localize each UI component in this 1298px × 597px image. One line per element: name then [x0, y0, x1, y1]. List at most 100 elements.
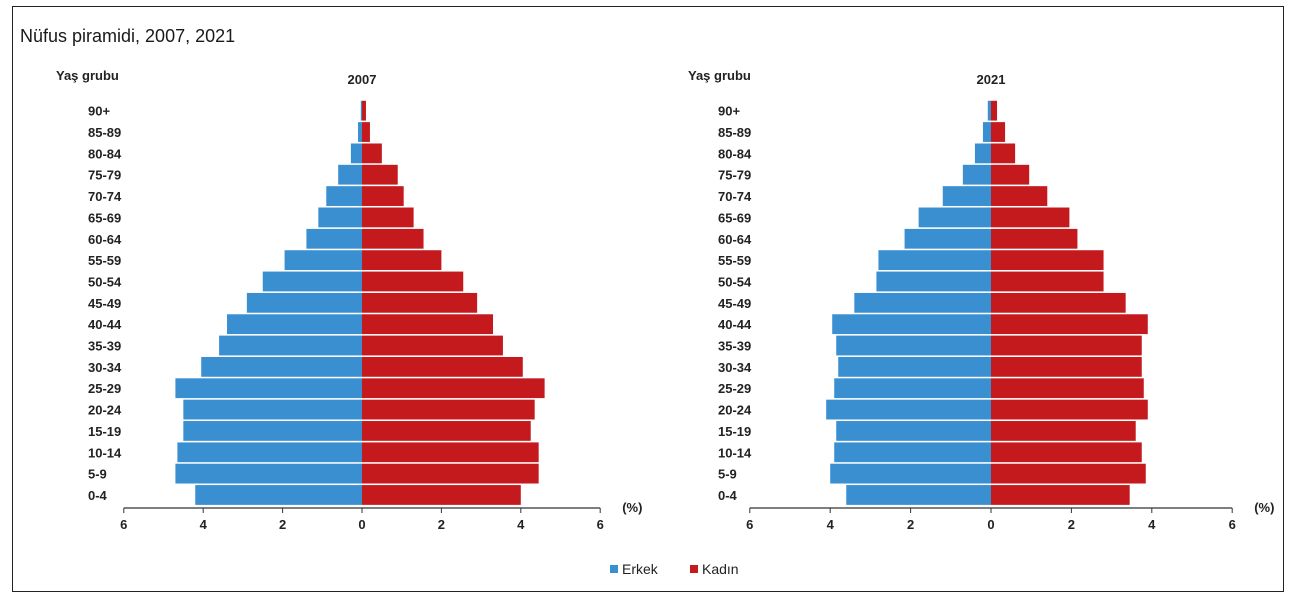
bar-male	[942, 186, 991, 206]
age-group-label: 40-44	[718, 317, 752, 332]
bar-male	[175, 463, 362, 484]
y-axis-label: Yaş grubu	[688, 68, 751, 83]
age-group-label: 25-29	[88, 381, 121, 396]
bar-female	[362, 250, 442, 271]
bar-female	[362, 186, 404, 206]
x-axis-unit: (%)	[1254, 500, 1274, 515]
legend: Erkek Kadın	[610, 561, 739, 577]
bar-male	[227, 314, 362, 335]
bar-female	[362, 378, 545, 399]
age-group-label: 55-59	[718, 253, 751, 268]
bar-male	[854, 292, 991, 313]
bar-male	[846, 485, 991, 505]
pyramid-2021: Yaş grubu 2021 0-4 5-9 10-14 15-19 20-24 25-29 3…	[688, 68, 1274, 532]
x-tick-label: 0	[358, 517, 365, 532]
bar-female	[991, 356, 1142, 377]
age-group-label: 10-14	[718, 445, 752, 460]
panel-subtitle: 2007	[348, 72, 377, 87]
bar-female	[991, 378, 1144, 399]
age-group-label: 15-19	[88, 424, 121, 439]
age-group-label: 85-89	[88, 125, 121, 140]
bar-male	[338, 164, 362, 185]
age-group-label: 70-74	[718, 189, 752, 204]
bar-male	[183, 399, 362, 420]
age-group-label: 0-4	[718, 488, 738, 503]
age-group-label: 5-9	[88, 467, 107, 482]
x-tick-label: 2	[1068, 517, 1075, 532]
bar-female	[362, 314, 494, 335]
bar-male	[982, 122, 991, 142]
bar-male	[183, 421, 362, 441]
bar-male	[284, 250, 362, 271]
age-group-label: 80-84	[718, 146, 752, 161]
bar-female	[991, 399, 1148, 420]
age-group-label: 30-34	[718, 360, 752, 375]
bar-female	[362, 100, 366, 121]
age-group-label: 20-24	[88, 403, 122, 418]
bar-male	[826, 399, 991, 420]
bar-female	[362, 399, 535, 420]
bar-female	[991, 421, 1136, 441]
bar-female	[991, 143, 1016, 164]
legend-erkek-swatch	[610, 565, 618, 573]
bar-female	[991, 228, 1078, 249]
age-group-label: 45-49	[718, 296, 751, 311]
panel-subtitle: 2021	[977, 72, 1006, 87]
bar-male	[306, 228, 362, 249]
x-tick-label: 2	[907, 517, 914, 532]
x-tick-label: 4	[200, 517, 208, 532]
bar-male	[834, 378, 991, 399]
bar-male	[836, 335, 991, 356]
age-group-label: 15-19	[718, 424, 751, 439]
pyramid-2007: Yaş grubu 2007 0-4 5-9 10-14 15-19 20-24 25-29 3…	[56, 68, 642, 532]
legend-erkek-label: Erkek	[622, 561, 659, 577]
bar-male	[974, 143, 991, 164]
bar-female	[991, 271, 1104, 292]
bar-female	[362, 356, 523, 377]
x-tick-label: 2	[279, 517, 286, 532]
bar-male	[904, 228, 991, 249]
bar-male	[834, 442, 991, 463]
x-tick-label: 4	[1148, 517, 1156, 532]
bar-female	[991, 186, 1048, 206]
bar-female	[362, 463, 539, 484]
bar-male	[318, 207, 362, 228]
age-group-label: 30-34	[88, 360, 122, 375]
x-tick-label: 4	[517, 517, 525, 532]
bar-male	[836, 421, 991, 441]
x-tick-label: 0	[987, 517, 994, 532]
bar-male	[350, 143, 362, 164]
age-group-label: 55-59	[88, 253, 121, 268]
age-group-label: 20-24	[718, 403, 752, 418]
bar-male	[175, 378, 362, 399]
bar-male	[219, 335, 362, 356]
bar-female	[362, 335, 503, 356]
bar-female	[362, 271, 464, 292]
age-group-label: 80-84	[88, 146, 122, 161]
bar-male	[326, 186, 362, 206]
bar-female	[991, 442, 1142, 463]
age-group-label: 40-44	[88, 317, 122, 332]
bar-female	[362, 122, 370, 142]
bar-female	[362, 421, 531, 441]
bar-male	[838, 356, 991, 377]
age-group-label: 65-69	[718, 210, 751, 225]
age-group-label: 35-39	[718, 339, 751, 354]
bar-female	[362, 143, 382, 164]
x-tick-label: 6	[1229, 517, 1236, 532]
chart-title: Nüfus piramidi, 2007, 2021	[20, 26, 236, 46]
age-group-label: 90+	[88, 104, 110, 119]
bar-female	[362, 485, 521, 505]
bar-female	[362, 442, 539, 463]
bar-female	[991, 164, 1030, 185]
bar-male	[832, 314, 991, 335]
age-group-label: 85-89	[718, 125, 751, 140]
age-group-label: 10-14	[88, 445, 122, 460]
bar-male	[201, 356, 362, 377]
bar-male	[830, 463, 991, 484]
bar-male	[918, 207, 991, 228]
bar-male	[262, 271, 362, 292]
age-group-label: 60-64	[88, 232, 122, 247]
legend-kadin-label: Kadın	[702, 561, 739, 577]
bar-female	[362, 207, 414, 228]
